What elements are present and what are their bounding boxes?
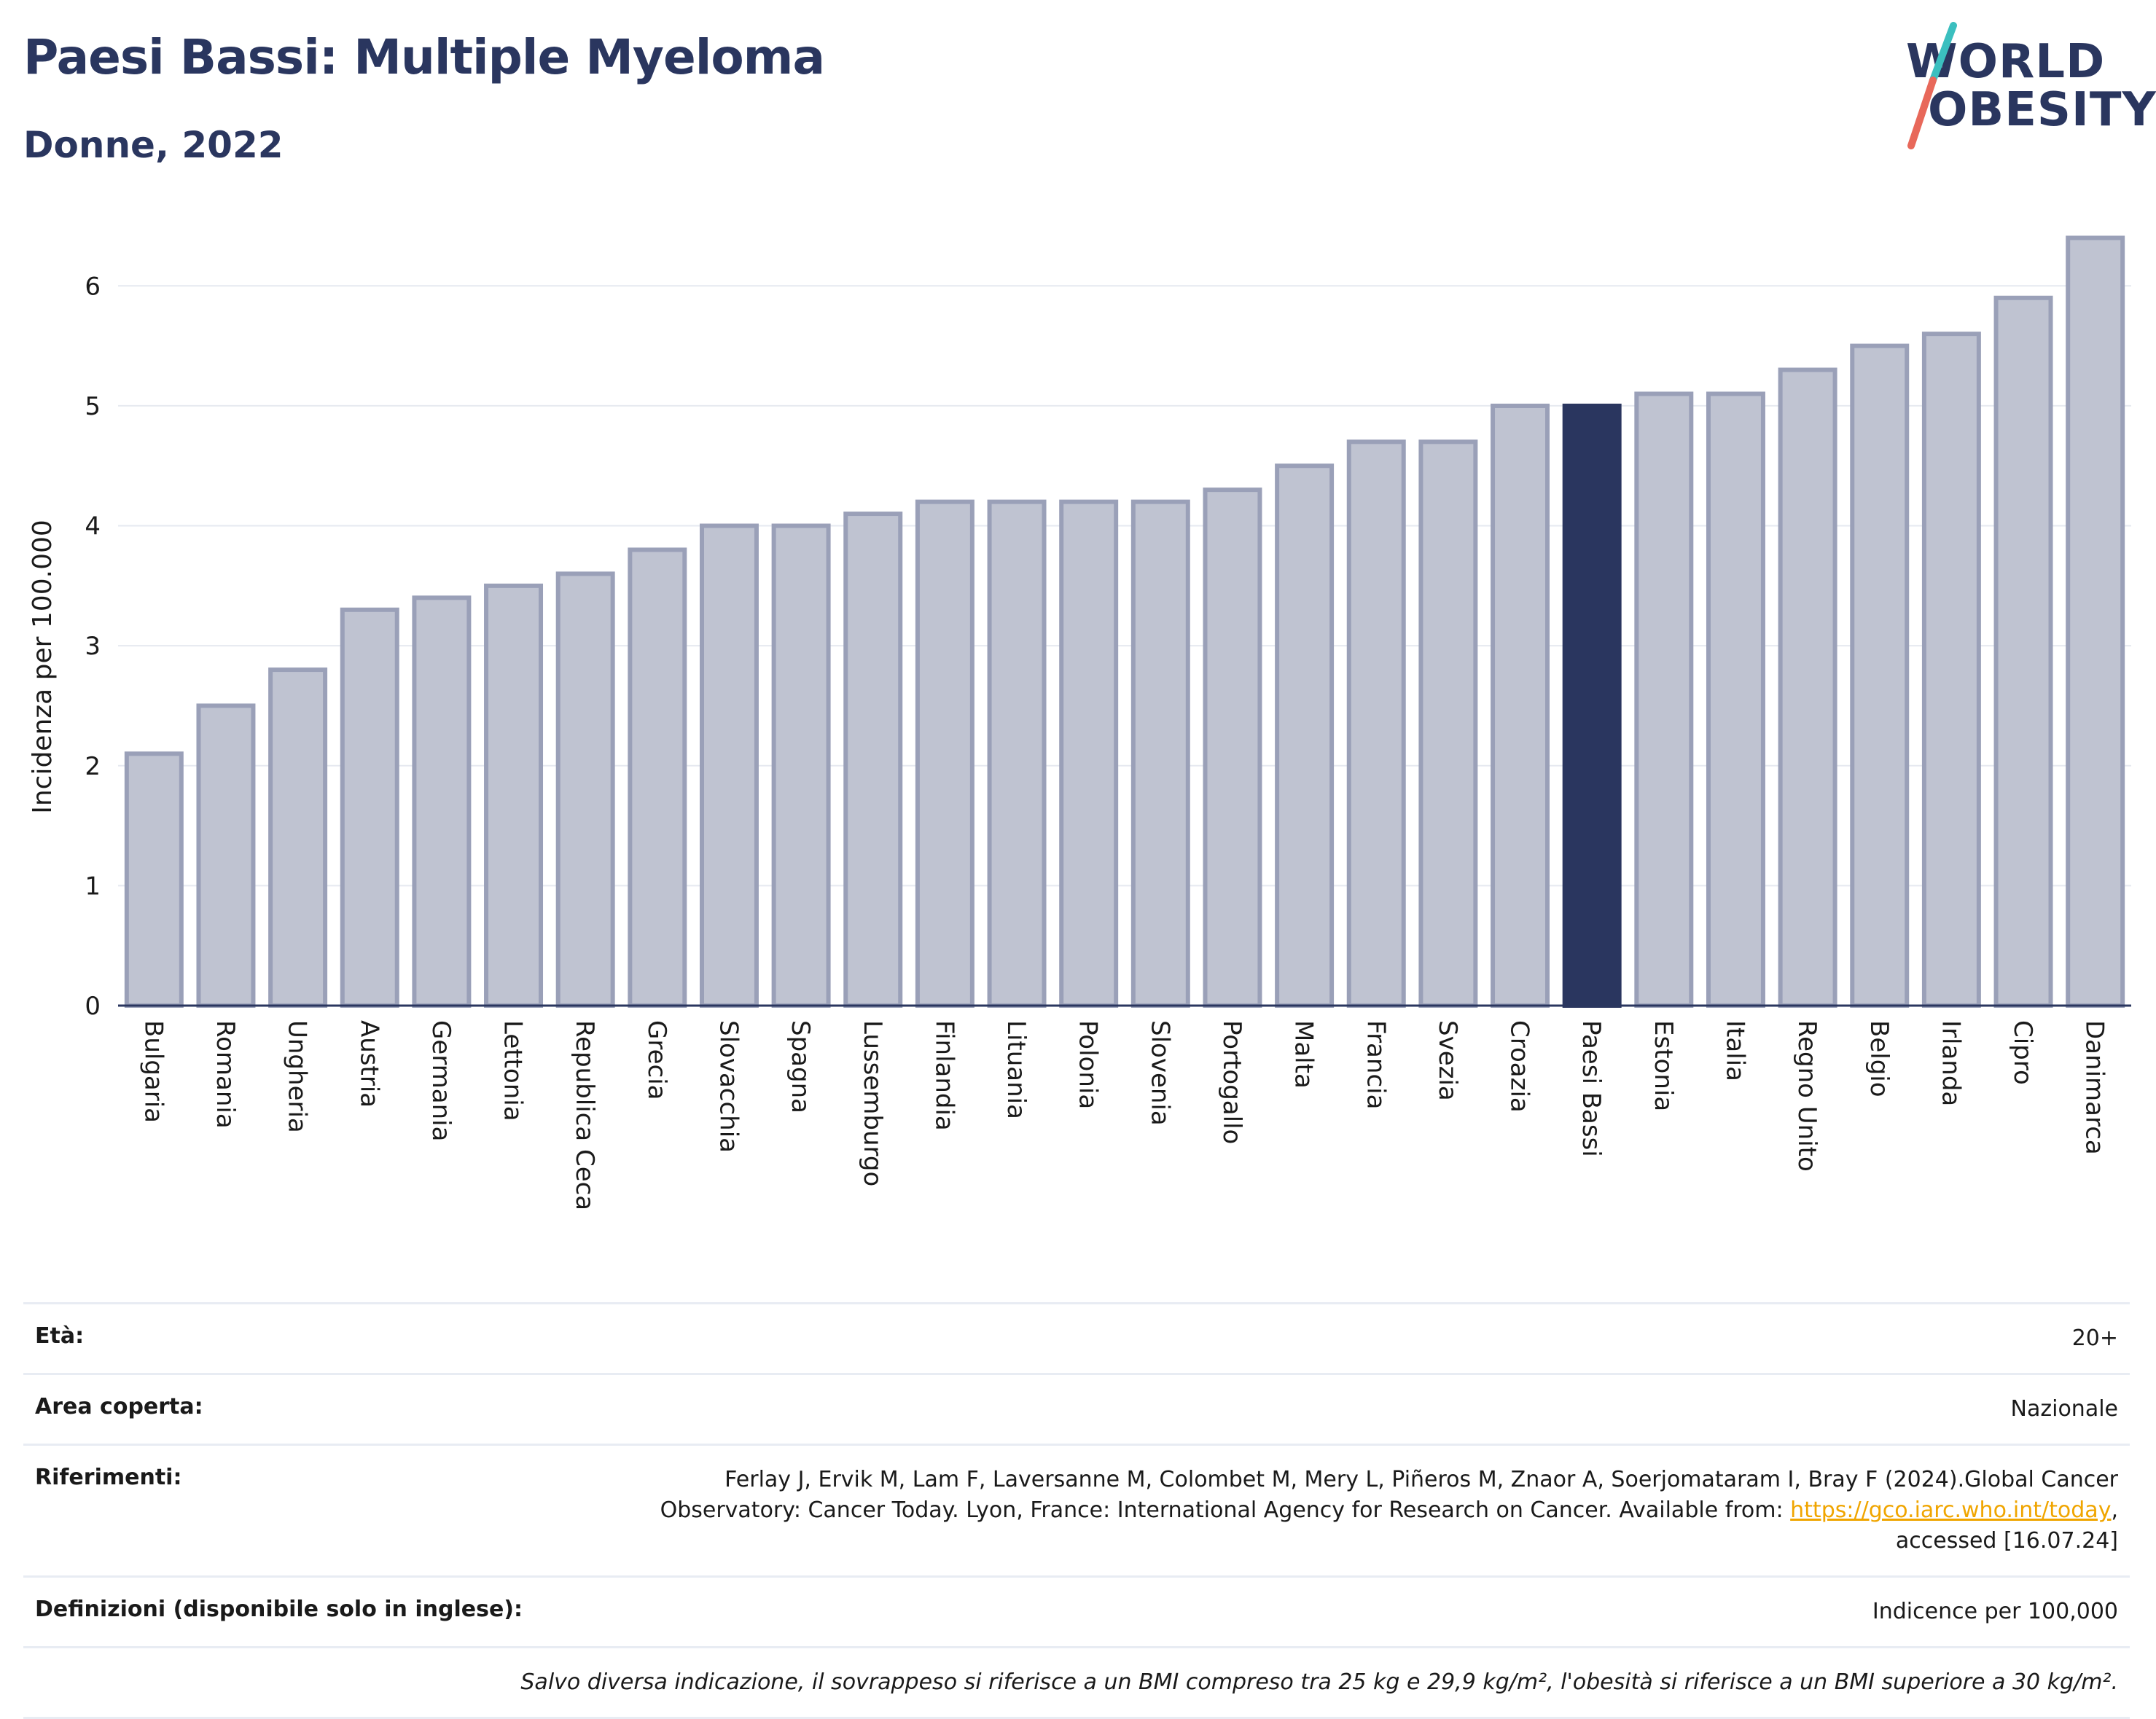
age-value: 20+ (2071, 1326, 2118, 1351)
info-table: Età: 20+ Area coperta: Nazionale Riferim… (23, 1302, 2130, 1719)
x-tick-label: Belgio (1864, 1020, 1894, 1097)
bar-paesi-bassi (1562, 403, 1622, 1008)
x-tick-label: Svezia (1433, 1020, 1462, 1101)
bar-malta (1275, 463, 1335, 1008)
x-tick-label: Grecia (642, 1020, 671, 1100)
x-tick-label: Slovacchia (714, 1020, 743, 1153)
x-tick-label: Paesi Bassi (1577, 1020, 1606, 1157)
bar-portogallo (1203, 487, 1262, 1008)
x-tick-label: Malta (1289, 1020, 1319, 1089)
x-tick-label: Portogallo (1217, 1020, 1246, 1144)
y-tick-label: 5 (85, 392, 101, 421)
bar-bulgaria (124, 751, 184, 1008)
logo-line-obesity: OBESITY (1928, 83, 2156, 137)
info-row-definitions: Definizioni (disponibile solo in inglese… (23, 1575, 2130, 1646)
x-tick-label: Lituania (1001, 1020, 1031, 1119)
bar-estonia (1634, 391, 1694, 1008)
x-tick-label: Polonia (1074, 1020, 1103, 1109)
bar-lituania (987, 499, 1047, 1009)
x-tick-label: Lussemburgo (858, 1020, 887, 1186)
x-tick-label: Spagna (786, 1020, 815, 1113)
y-tick-labels: 0 1 2 3 4 5 6 (85, 272, 101, 1021)
x-tick-labels: Bulgaria Romania Ungheria Austria Germania Le… (138, 1020, 2109, 1210)
bar-finlandia (915, 499, 975, 1009)
x-tick-label: Estonia (1649, 1020, 1678, 1111)
bar-polonia (1059, 499, 1119, 1009)
bar-romania (196, 703, 256, 1008)
reference-line-2-end: , (2111, 1497, 2118, 1523)
chart-title: Paesi Bassi: Multiple Myeloma (23, 29, 825, 85)
y-tick-label: 1 (85, 872, 101, 901)
info-row-references: Riferimenti: Ferlay J, Ervik M, Lam F, L… (23, 1444, 2130, 1575)
y-tick-label: 3 (85, 632, 101, 661)
x-tick-label: Romania (211, 1020, 240, 1129)
bar-belgio (1850, 343, 1910, 1009)
info-row-note: Salvo diversa indicazione, il sovrappeso… (23, 1646, 2130, 1719)
x-tick-label: Finlandia (929, 1020, 958, 1131)
bar-grecia (628, 547, 687, 1008)
bar-regno-unito (1778, 367, 1837, 1009)
bar-ungheria (268, 667, 328, 1008)
reference-line-1: Ferlay J, Ervik M, Lam F, Laversanne M, … (724, 1467, 2118, 1492)
bar-republica-ceca (555, 571, 615, 1008)
bar-lussemburgo (843, 512, 903, 1009)
bar-germania (412, 595, 472, 1008)
y-axis-label: Incidenza per 100.000 (28, 520, 58, 814)
x-tick-label: Croazia (1505, 1020, 1534, 1113)
x-tick-label: Danimarca (2080, 1020, 2109, 1155)
x-tick-label: Italia (1720, 1020, 1749, 1081)
x-tick-label: Slovenia (1145, 1020, 1174, 1126)
bar-austria (340, 607, 399, 1008)
definitions-label: Definizioni (disponibile solo in inglese… (35, 1597, 523, 1622)
age-label: Età: (35, 1323, 85, 1349)
logo-slash-icon (1907, 22, 1957, 149)
reference-line-3: accessed [16.07.24] (1895, 1528, 2118, 1554)
bar-slovenia (1130, 499, 1190, 1009)
x-tick-label: Republica Ceca (570, 1020, 599, 1210)
x-tick-label: Ungheria (283, 1020, 312, 1133)
references-value: Ferlay J, Ervik M, Lam F, Laversanne M, … (660, 1465, 2118, 1557)
info-row-age: Età: 20+ (23, 1302, 2130, 1373)
x-tick-label: Irlanda (1936, 1020, 1965, 1106)
x-tick-label: Lettonia (499, 1020, 528, 1121)
bar-chart: 0 1 2 3 4 5 6 Bulgaria Romania Ungheria Austria Ge… (28, 235, 2131, 1210)
x-tick-label: Germania (426, 1020, 456, 1141)
y-tick-label: 4 (85, 512, 101, 541)
bar-croazia (1491, 403, 1550, 1008)
x-tick-label: Regno Unito (1792, 1020, 1821, 1172)
x-tick-label: Bulgaria (138, 1020, 168, 1123)
y-tick-label: 0 (85, 992, 101, 1021)
bar-lettonia (484, 583, 544, 1008)
world-obesity-logo: WORLD OBESITY (1895, 22, 2156, 153)
chart-subtitle: Donne, 2022 (23, 124, 284, 166)
x-tick-label: Austria (354, 1020, 383, 1108)
reference-line-2: Observatory: Cancer Today. Lyon, France:… (660, 1497, 1791, 1523)
footnote: Salvo diversa indicazione, il sovrappeso… (520, 1669, 2118, 1695)
bar-slovacchia (699, 523, 759, 1008)
area-label: Area coperta: (35, 1394, 203, 1420)
bar-spagna (771, 523, 831, 1008)
bar-svezia (1418, 439, 1478, 1008)
definitions-value: Indicence per 100,000 (1872, 1599, 2118, 1624)
info-row-area: Area coperta: Nazionale (23, 1373, 2130, 1444)
bar-cipro (1993, 295, 2053, 1008)
x-tick-label: Cipro (2008, 1020, 2037, 1085)
bar-danimarca (2066, 235, 2125, 1008)
bar-italia (1706, 391, 1765, 1008)
bar-francia (1346, 439, 1406, 1008)
bar-irlanda (1921, 332, 1981, 1008)
reference-link[interactable]: https://gco.iarc.who.int/today (1790, 1497, 2112, 1523)
y-tick-label: 6 (85, 272, 101, 301)
bars (124, 235, 2125, 1009)
area-value: Nazionale (2010, 1396, 2118, 1422)
y-tick-label: 2 (85, 752, 101, 781)
references-label: Riferimenti: (35, 1465, 182, 1490)
x-tick-label: Francia (1361, 1020, 1390, 1109)
